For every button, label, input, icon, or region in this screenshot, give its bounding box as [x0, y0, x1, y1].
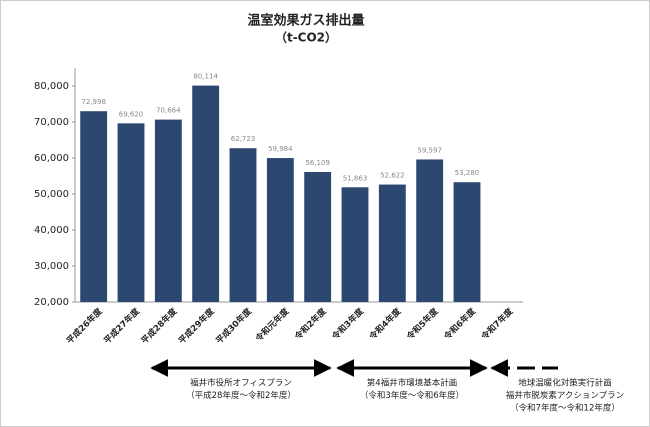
chart-title: 温室効果ガス排出量	[247, 13, 364, 29]
bar	[80, 111, 108, 302]
value-label: 52,622	[380, 172, 405, 180]
annotation: （令和7年度～令和12年度）	[510, 403, 620, 414]
value-label: 72,998	[81, 98, 106, 106]
value-label: 70,664	[156, 107, 181, 115]
value-label: 80,114	[193, 73, 218, 81]
annotation: 福井市脱炭素アクションプラン	[506, 390, 624, 401]
y-tick-label: 50,000	[34, 189, 69, 200]
annotation: 地球温暖化対策実行計画	[518, 378, 612, 389]
bar	[378, 184, 406, 302]
value-label: 62,723	[231, 135, 256, 143]
annotation: 福井市役所オフィスプラン	[190, 378, 292, 389]
y-tick-label: 70,000	[34, 117, 69, 128]
value-label: 53,280	[455, 169, 480, 177]
y-tick-label: 60,000	[34, 153, 69, 164]
value-label: 51,863	[343, 174, 368, 182]
y-tick-label: 80,000	[34, 81, 69, 92]
value-label: 56,109	[305, 159, 330, 167]
bar	[117, 123, 145, 302]
bar	[416, 159, 444, 302]
value-label: 59,984	[268, 145, 293, 153]
value-label: 69,620	[119, 110, 144, 118]
y-tick-label: 30,000	[34, 261, 69, 272]
bar	[229, 148, 257, 302]
bar	[341, 187, 369, 302]
chart-subtitle: （t-CO2）	[275, 30, 337, 45]
y-tick-label: 20,000	[34, 297, 69, 308]
value-label: 59,597	[417, 146, 442, 154]
bar	[154, 119, 182, 303]
y-tick-label: 40,000	[34, 225, 69, 236]
annotation: （平成28年度～令和2年度）	[186, 390, 296, 401]
bar	[453, 182, 481, 302]
bar	[304, 172, 332, 302]
bar	[266, 158, 294, 302]
annotation: 第4福井市環境基本計画	[367, 378, 457, 389]
bar	[192, 85, 220, 302]
annotation: （令和3年度～令和6年度）	[360, 390, 464, 401]
